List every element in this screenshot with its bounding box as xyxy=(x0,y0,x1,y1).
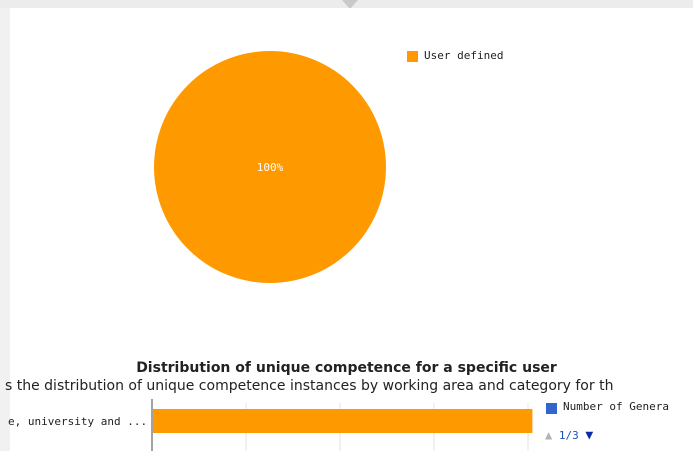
legend-swatch xyxy=(407,51,418,62)
pager-down-icon[interactable]: ▼ xyxy=(585,428,594,443)
collapse-caret-icon[interactable] xyxy=(342,0,358,9)
pie-slice-label: 100% xyxy=(257,161,284,174)
bar-category-label: e, university and ... xyxy=(8,415,148,428)
pie-slice-user-defined[interactable] xyxy=(154,51,386,283)
bar[interactable] xyxy=(153,409,533,433)
legend-swatch xyxy=(546,403,557,414)
pie-chart: 100% xyxy=(154,51,386,283)
chart-title: Distribution of unique competence for a … xyxy=(136,360,557,376)
bar-chart xyxy=(151,399,533,451)
legend-label-number-of-genera[interactable]: Number of Genera xyxy=(563,400,669,413)
chart-subtitle: s the distribution of unique competence … xyxy=(5,378,614,394)
pager-text: 1/3 xyxy=(558,429,579,442)
legend-label-user-defined[interactable]: User defined xyxy=(424,49,504,62)
legend-pager: ▲ 1/3 ▼ xyxy=(545,428,593,443)
pager-up-icon[interactable]: ▲ xyxy=(545,428,553,442)
